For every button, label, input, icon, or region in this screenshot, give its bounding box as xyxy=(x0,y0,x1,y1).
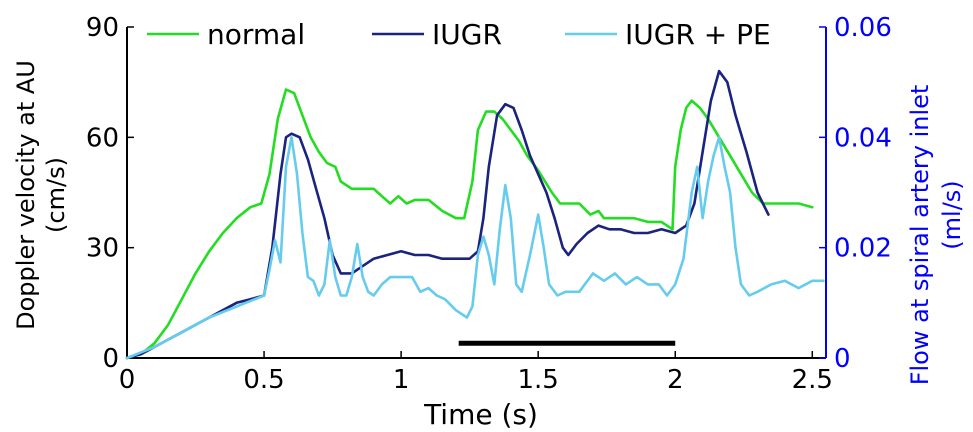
y-tick-label-left: 90 xyxy=(86,13,119,43)
y-tick-label-right: 0.04 xyxy=(834,123,892,153)
legend: normal IUGR IUGR + PE xyxy=(147,18,771,51)
y-axis-label-left-line1: Doppler velocity at AU xyxy=(12,60,40,330)
y-tick-label-left: 30 xyxy=(86,234,119,264)
x-axis-label: Time (s) xyxy=(423,398,538,431)
legend-label-iugr-pe: IUGR + PE xyxy=(625,18,771,51)
legend-label-normal: normal xyxy=(207,18,305,51)
y-tick-label-right: 0 xyxy=(834,344,851,374)
x-tick-label: 1.5 xyxy=(517,365,558,395)
x-tick-label: 1 xyxy=(393,365,410,395)
x-tick-label: 0 xyxy=(119,365,136,395)
y-axis-label-right-line2: (ml/s) xyxy=(938,180,966,249)
x-tick-label: 2 xyxy=(667,365,684,395)
y-tick-label-right: 0.02 xyxy=(834,234,892,264)
y-axis-label-left-line2: (cm/s) xyxy=(42,157,70,233)
x-tick-label: 0.5 xyxy=(243,365,284,395)
legend-label-iugr: IUGR xyxy=(432,18,502,51)
series-line-iugr-pe xyxy=(125,136,825,360)
y-tick-label-left: 60 xyxy=(86,123,119,153)
y-axis-label-right-line1: Flow at spiral artery inlet xyxy=(906,85,934,386)
series-line-normal xyxy=(125,88,814,360)
y-tick-label-right: 0.06 xyxy=(834,13,892,43)
x-tick-label: 2.5 xyxy=(792,365,833,395)
series-layer xyxy=(125,69,825,360)
y-tick-label-left: 0 xyxy=(102,344,119,374)
